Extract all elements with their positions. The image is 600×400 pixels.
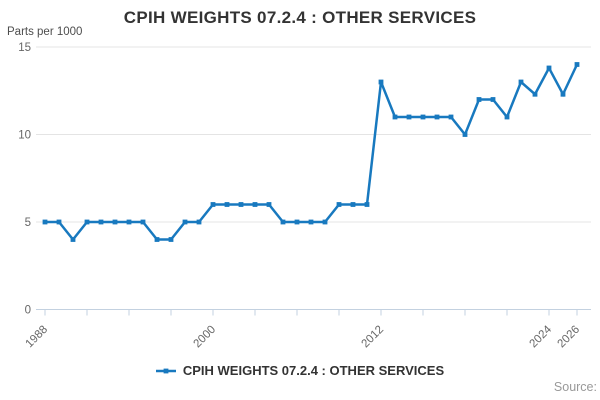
data-point-marker: [518, 79, 524, 85]
data-point-marker: [448, 114, 454, 120]
data-point-marker: [322, 219, 328, 225]
data-point-marker: [182, 219, 188, 225]
data-point-marker: [490, 97, 496, 102]
x-tick-label: 2024: [528, 323, 555, 350]
data-point-marker: [154, 237, 160, 242]
data-point-marker: [532, 91, 538, 97]
y-axis-units-label: Parts per 1000: [7, 26, 83, 38]
data-point-marker: [196, 219, 202, 225]
data-point-marker: [546, 65, 552, 71]
data-point-marker: [392, 114, 398, 120]
data-point-marker: [462, 132, 468, 137]
data-point-marker: [350, 202, 356, 207]
data-point-marker: [224, 202, 230, 207]
data-point-marker: [364, 202, 370, 207]
x-tick-label: 2000: [192, 324, 219, 351]
data-point-marker: [210, 202, 216, 207]
chart-title: CPIH WEIGHTS 07.2.4 : OTHER SERVICES: [123, 8, 477, 27]
y-tick-label: 5: [25, 217, 31, 229]
data-point-marker: [406, 114, 412, 120]
source-label: Source:: [553, 380, 597, 394]
data-point-marker: [504, 114, 510, 120]
data-point-marker: [308, 219, 314, 225]
data-point-marker: [238, 202, 244, 207]
data-point-marker: [252, 202, 258, 207]
legend-series-label: CPIH WEIGHTS 07.2.4 : OTHER SERVICES: [182, 363, 445, 378]
data-point-marker: [420, 114, 426, 120]
x-tick-label: 2026: [556, 324, 583, 351]
data-point-marker: [98, 219, 104, 225]
y-tick-label: 0: [25, 305, 31, 317]
data-point-marker: [42, 219, 48, 225]
data-point-marker: [266, 202, 272, 207]
data-point-marker: [294, 219, 300, 225]
x-tick-label: 1988: [24, 324, 51, 351]
data-point-marker: [560, 91, 566, 97]
data-point-marker: [126, 219, 132, 225]
data-point-marker: [336, 202, 342, 207]
data-point-marker: [378, 79, 384, 85]
data-point-marker: [168, 237, 174, 242]
data-point-marker: [56, 219, 62, 225]
y-tick-label: 10: [18, 130, 31, 142]
data-point-marker: [434, 114, 440, 120]
data-point-marker: [140, 219, 146, 225]
data-point-marker: [112, 219, 118, 225]
data-point-marker: [84, 219, 90, 225]
series-line: [45, 63, 579, 242]
data-point-marker: [280, 219, 286, 225]
legend-item[interactable]: CPIH WEIGHTS 07.2.4 : OTHER SERVICES: [0, 363, 600, 378]
data-point-marker: [476, 97, 482, 102]
legend-line-marker-icon: [155, 368, 176, 373]
data-point-marker: [70, 237, 76, 242]
plot-area: 0 5 10 15 1988 2000 2012 2024 2026: [18, 42, 591, 351]
y-tick-label: 15: [18, 42, 31, 54]
data-point-marker: [574, 62, 580, 67]
x-tick-label: 2012: [360, 324, 387, 351]
legend-marker-sample: [163, 368, 169, 373]
